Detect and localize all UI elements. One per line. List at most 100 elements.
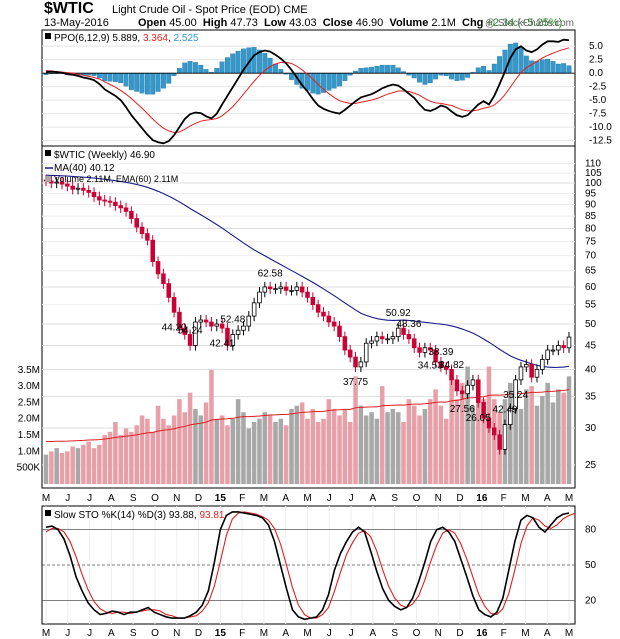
price-candle-body [305,291,310,298]
volume-bar [459,382,465,484]
price-candle-body [171,296,177,313]
volume-bar [518,408,524,484]
ppo-histogram-bar [379,64,385,74]
ppo-histogram-bar [123,73,129,87]
ppo-histogram-bar [385,64,390,74]
ppo-histogram-bar [486,70,492,74]
price-annotation-label: 34.82 [439,360,464,371]
price-candle-body [358,361,364,368]
ppo-histogram-bar [331,73,337,89]
volume-bar [561,392,566,484]
price-tick-label: 35 [585,392,597,403]
price-candle-body [422,347,428,353]
price-tick-label: 25 [585,460,597,471]
price-candle-body [321,311,326,317]
volume-bar [251,422,257,484]
volume-bar [411,405,417,484]
volume-bar [49,451,54,484]
ppo-histogram-bar [203,69,209,74]
price-candle-body [241,325,246,331]
price-candle-body [203,319,209,323]
ppo-histogram-bar [523,55,529,74]
volume-bar [219,415,225,484]
ppo-histogram-bar [193,62,198,74]
price-candle-body [465,384,470,395]
ppo-histogram-bar [481,65,487,74]
price-candle-body [107,200,113,203]
volume-bar [374,418,380,484]
volume-bar [102,435,107,484]
volume-bar [81,444,86,484]
price-candle-body [91,192,97,198]
sto-k-line [45,511,570,621]
x-tick-label-lower: F [239,628,245,639]
volume-bar [566,376,572,484]
sto-legend: Slow STO %K(14) %D(3) 93.88, 93.81 [54,510,225,521]
price-tick-label: 110 [585,159,601,170]
volume-bar [177,399,182,484]
volume-bar [123,428,129,484]
ppo-histogram-bar [326,73,332,91]
volume-bar [513,392,518,484]
price-candle-body [438,361,444,368]
volume-bar [187,392,193,484]
price-candle-body [150,239,156,262]
volume-tick-label: 1.5M [18,430,40,441]
price-annotation-label: 54.24 [178,325,203,336]
price-candle-body [299,286,305,293]
volume-bar [342,408,348,484]
x-tick-label-lower: J [87,628,92,639]
price-candle-body [417,347,422,353]
price-candle-body [310,296,316,306]
volume-bar [556,389,561,484]
price-candle-body [331,321,337,327]
volume-tick-label: 500K [17,463,41,474]
volume-bar [59,453,65,484]
volume-bar [43,454,49,484]
volume-bar [257,418,262,484]
x-tick-label-lower: O [413,628,421,639]
ppo-histogram-bar [112,73,118,82]
price-candle-body [390,336,396,340]
volume-bar [150,431,156,484]
ppo-histogram-bar [545,58,551,74]
price-candle-body [454,379,460,392]
price-candle-body [214,323,220,327]
price-candle-body [545,349,550,360]
volume-bar [326,399,332,484]
price-tick-label: 45 [585,340,597,351]
ppo-tick-label: 0.0 [589,68,603,79]
price-candle-body [294,286,300,291]
x-tick-label-upper: D [195,493,202,504]
low-value: 43.03 [289,17,317,29]
price-candle-body [315,304,321,313]
volume-legend: Volume 2.11M, EMA(60) 2.11M [54,174,178,184]
ppo-histogram-bar [155,73,161,92]
volume-bar [246,428,252,484]
volume-bar [161,418,166,484]
price-candle-body [75,187,81,190]
volume-tick-label: 3.5M [18,365,40,376]
price-candle-body [374,336,380,342]
volume-bar [209,369,214,484]
price-annotation-label: 62.58 [258,269,283,280]
price-candle-body [449,369,454,381]
ppo-histogram-bar [128,73,134,91]
x-tick-label-upper: A [108,493,115,504]
price-candle-body [70,185,75,190]
x-tick-label-upper: J [87,493,92,504]
price-candle-body [556,345,561,351]
ppo-histogram-bar [449,73,455,80]
volume-bar [315,422,321,484]
volume-bar [524,389,529,484]
ppo-histogram-bar [235,50,241,74]
ppo-legend: PPO(6,12,9) 5.889, 3.364, 2.525 [54,33,199,44]
price-candle-body [262,286,268,293]
volume-bar [54,448,59,484]
x-tick-label-upper: A [370,493,377,504]
volume-bar [385,412,390,484]
volume-tick-label: 3.0M [18,381,40,392]
volume-bar [107,431,113,484]
x-tick-label-upper: F [501,493,507,504]
x-tick-label-lower: D [456,628,463,639]
